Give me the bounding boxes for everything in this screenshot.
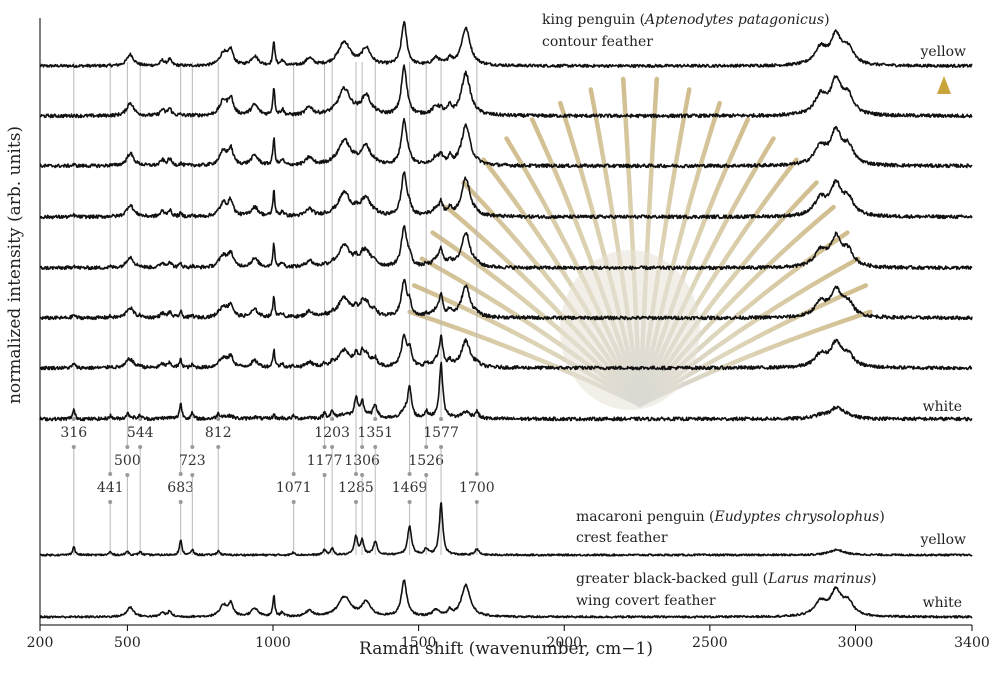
peak-marker-dot (424, 473, 429, 477)
peak-label: 316 (60, 425, 87, 441)
peak-marker-dot (322, 473, 327, 477)
peak-marker-dot (190, 473, 195, 477)
peak-marker-dot (474, 500, 479, 504)
gull-spectrum (39, 579, 973, 619)
peak-marker-dot (474, 472, 479, 476)
peak-marker-dot (439, 445, 444, 449)
x-tick-label: 1000 (255, 635, 291, 651)
x-tick-label: 2500 (692, 635, 728, 651)
macaroni-penguin-title: macaroni penguin (Eudyptes chrysolophus) (576, 509, 885, 525)
x-axis-label: Raman shift (wavenumber, cm−1) (359, 639, 653, 659)
y-axis-label: normalized intensity (arb. units) (5, 126, 25, 404)
peak-marker-lines: 316 441 500 544 683 723 812 1071 1177 1203 1285 130… (60, 62, 495, 555)
macaroni-penguin-subtitle: crest feather (576, 530, 668, 546)
peak-label: 500 (114, 453, 141, 469)
peak-label: 683 (167, 480, 194, 496)
x-tick-label: 200 (27, 635, 54, 651)
king-penguin-subtitle: contour feather (542, 34, 653, 50)
peak-marker-dot (354, 472, 359, 476)
peak-marker-dot (125, 445, 130, 449)
peak-label: 1577 (423, 425, 459, 441)
king-penguin-spectrum (39, 171, 973, 220)
peak-marker-dot (407, 472, 412, 476)
peak-marker-dot (178, 500, 183, 504)
gull-title: greater black-backed gull (Larus marinus… (576, 571, 877, 587)
peak-marker-dot (354, 500, 359, 504)
peak-marker-dot (373, 417, 378, 421)
king-penguin-spectrum (39, 64, 973, 119)
peak-label: 1306 (344, 453, 380, 469)
peak-label: 723 (179, 453, 206, 469)
king-penguin-spectrum (39, 20, 973, 69)
king-penguin-spectrum (39, 361, 973, 422)
peak-marker-dot (360, 445, 365, 449)
spectra-group (39, 20, 973, 619)
peak-label: 544 (127, 425, 154, 441)
peak-label: 1700 (459, 480, 495, 496)
peak-label: 1469 (392, 480, 428, 496)
peak-label: 812 (205, 425, 232, 441)
feather-core (560, 250, 700, 410)
peak-label: 1526 (408, 453, 444, 469)
peak-marker-dot (291, 472, 296, 476)
feather-illustration (407, 76, 873, 410)
peak-marker-dot (108, 500, 113, 504)
peak-label: 1351 (357, 425, 393, 441)
peak-marker-dot (216, 417, 221, 421)
peak-marker-dot (178, 472, 183, 476)
peak-marker-dot (439, 417, 444, 421)
x-tick-label: 1500 (401, 635, 437, 651)
peak-label: 1071 (276, 480, 312, 496)
gull-label-white: white (923, 595, 962, 611)
peak-marker-dot (330, 445, 335, 449)
peak-marker-dot (322, 445, 327, 449)
peak-marker-dot (138, 417, 143, 421)
peak-marker-dot (125, 473, 130, 477)
x-tick-label: 3400 (954, 635, 990, 651)
peak-label: 1203 (314, 425, 350, 441)
peak-marker-dot (407, 500, 412, 504)
peak-label: 441 (97, 480, 124, 496)
macaroni-penguin-label-yellow: yellow (919, 532, 966, 548)
king-penguin-title: king penguin (Aptenodytes patagonicus) (542, 12, 830, 28)
peak-marker-dot (71, 417, 76, 421)
peak-marker-dot (216, 445, 221, 449)
king-penguin-label-white: white (923, 399, 962, 415)
king-penguin-spectrum (39, 117, 973, 169)
color-gradient-arrow (937, 76, 951, 392)
peak-marker-dot (71, 445, 76, 449)
king-penguin-spectrum (39, 278, 973, 321)
peak-label: 1285 (338, 480, 374, 496)
king-penguin-label-yellow: yellow (919, 44, 966, 60)
macaroni-penguin-spectrum (39, 502, 973, 557)
x-axis-ticks: 200 500 1000 1500 2000 2500 3000 3400 (27, 625, 990, 651)
king-penguin-spectrum (39, 333, 973, 371)
peak-marker-dot (360, 473, 365, 477)
peak-marker-dot (138, 445, 143, 449)
peak-marker-dot (424, 445, 429, 449)
peak-label: 1177 (307, 453, 343, 469)
peak-marker-dot (190, 445, 195, 449)
peak-marker-dot (330, 417, 335, 421)
gull-subtitle: wing covert feather (576, 593, 716, 609)
x-tick-label: 500 (114, 635, 141, 651)
x-tick-label: 2000 (546, 635, 582, 651)
king-penguin-spectrum (39, 225, 973, 271)
peak-marker-dot (291, 500, 296, 504)
x-tick-label: 3000 (838, 635, 874, 651)
peak-marker-dot (108, 472, 113, 476)
peak-marker-dot (373, 445, 378, 449)
